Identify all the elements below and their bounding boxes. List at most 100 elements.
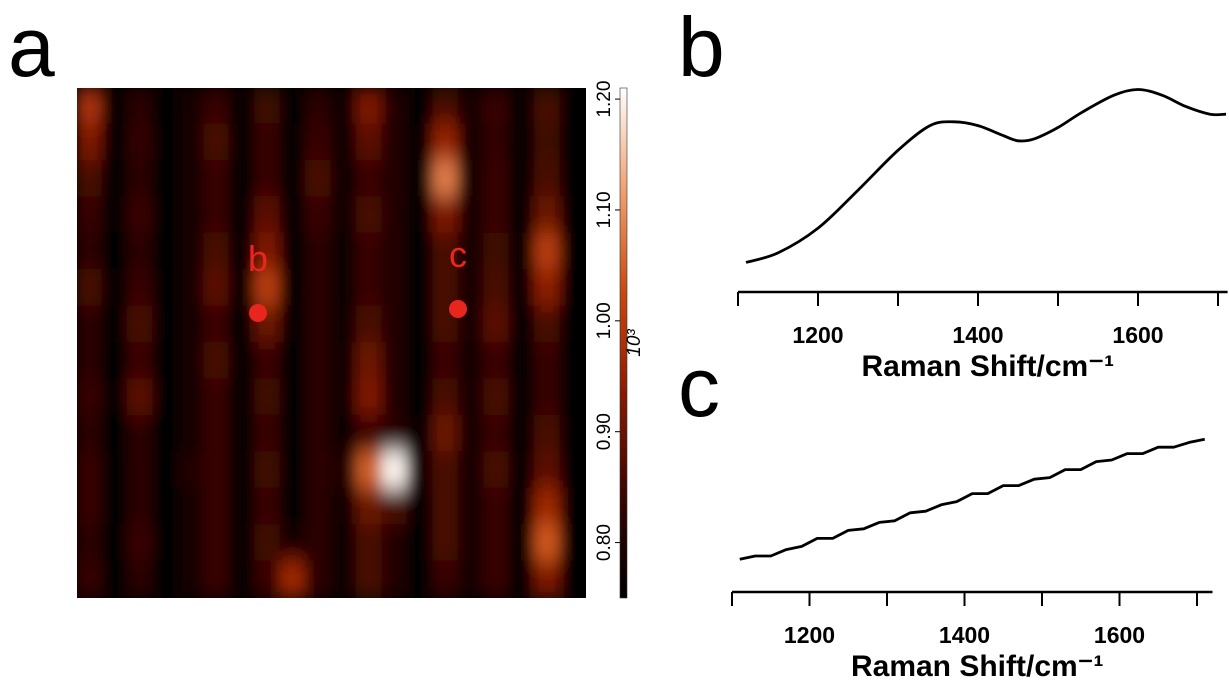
map-cell	[559, 451, 586, 490]
map-cell	[279, 451, 308, 490]
map-cell	[254, 269, 282, 308]
map-cell	[152, 451, 180, 490]
map-cell	[152, 269, 180, 308]
map-cell	[177, 487, 206, 527]
map-cell	[508, 451, 537, 490]
map-cell	[381, 305, 409, 344]
map-cell	[381, 451, 409, 490]
x-tick-label: 1600	[1094, 622, 1145, 648]
map-cell	[152, 123, 180, 162]
map-cell	[483, 451, 511, 490]
map-cell	[279, 342, 308, 381]
map-cell	[305, 88, 333, 126]
map-cell	[305, 305, 333, 344]
map-cell	[228, 342, 257, 381]
map-cell	[432, 414, 460, 454]
map-cell	[279, 88, 308, 126]
map-cell	[508, 560, 537, 598]
map-cell	[483, 305, 511, 344]
map-cell	[559, 524, 586, 563]
map-cell	[228, 414, 257, 454]
map-cell	[101, 451, 129, 490]
map-cell	[355, 524, 384, 563]
map-cell	[177, 196, 206, 235]
map-cell	[559, 560, 586, 598]
map-cell	[432, 378, 460, 417]
map-cell	[77, 451, 104, 490]
map-cell	[77, 159, 104, 199]
map-cell	[305, 342, 333, 381]
map-cell	[305, 269, 333, 308]
map-cell	[152, 196, 180, 235]
map-cell	[559, 342, 586, 381]
map-cell	[152, 414, 180, 454]
map-cell	[508, 414, 537, 454]
map-cell	[203, 560, 231, 598]
map-cell	[203, 159, 231, 199]
map-cell	[254, 196, 282, 235]
map-cell	[559, 414, 586, 454]
map-cell	[330, 123, 358, 162]
map-cell	[432, 88, 460, 126]
map-cell	[559, 378, 586, 417]
x-tick-label: 1400	[952, 322, 1003, 348]
map-cell	[483, 159, 511, 199]
map-cell	[177, 269, 206, 308]
map-cell	[508, 305, 537, 344]
map-cell	[305, 123, 333, 162]
map-cell	[483, 524, 511, 563]
map-cell	[279, 560, 308, 598]
map-cell	[101, 159, 129, 199]
map-cell	[559, 305, 586, 344]
point-label: b	[248, 238, 268, 279]
map-cell	[177, 159, 206, 199]
map-cell	[126, 159, 155, 199]
map-cell	[254, 159, 282, 199]
map-cell	[305, 159, 333, 199]
map-cell	[228, 378, 257, 417]
map-cell	[483, 269, 511, 308]
map-cell	[279, 414, 308, 454]
map-cell	[355, 159, 384, 199]
colorbar	[619, 87, 628, 599]
map-cell	[279, 269, 308, 308]
map-cell	[228, 524, 257, 563]
map-cell	[228, 196, 257, 235]
map-cell	[381, 378, 409, 417]
map-cell	[330, 451, 358, 490]
map-cell	[483, 378, 511, 417]
map-cell	[508, 487, 537, 527]
map-cell	[508, 524, 537, 563]
map-cell	[101, 232, 129, 272]
map-cell	[381, 414, 409, 454]
map-cell	[483, 123, 511, 162]
map-cell	[534, 487, 562, 527]
map-cell	[483, 342, 511, 381]
map-cell	[406, 560, 435, 598]
map-cell	[534, 524, 562, 563]
map-cell	[355, 560, 384, 598]
map-cell	[77, 305, 104, 344]
map-cell	[203, 342, 231, 381]
map-cell	[305, 560, 333, 598]
map-cell	[355, 123, 384, 162]
map-cell	[457, 88, 486, 126]
map-cell	[305, 196, 333, 235]
map-cell	[406, 269, 435, 308]
x-tick-label: 1200	[792, 322, 843, 348]
map-cell	[355, 451, 384, 490]
map-cell	[330, 378, 358, 417]
map-cell	[457, 378, 486, 417]
map-cell	[101, 342, 129, 381]
map-cell	[203, 378, 231, 417]
map-cell	[126, 560, 155, 598]
map-cell	[406, 123, 435, 162]
map-cell	[381, 196, 409, 235]
map-cell	[177, 123, 206, 162]
map-cell	[432, 342, 460, 381]
map-cell	[330, 560, 358, 598]
map-cell	[77, 232, 104, 272]
map-cell	[330, 88, 358, 126]
x-tick-label: 1200	[784, 622, 835, 648]
map-cell	[126, 232, 155, 272]
